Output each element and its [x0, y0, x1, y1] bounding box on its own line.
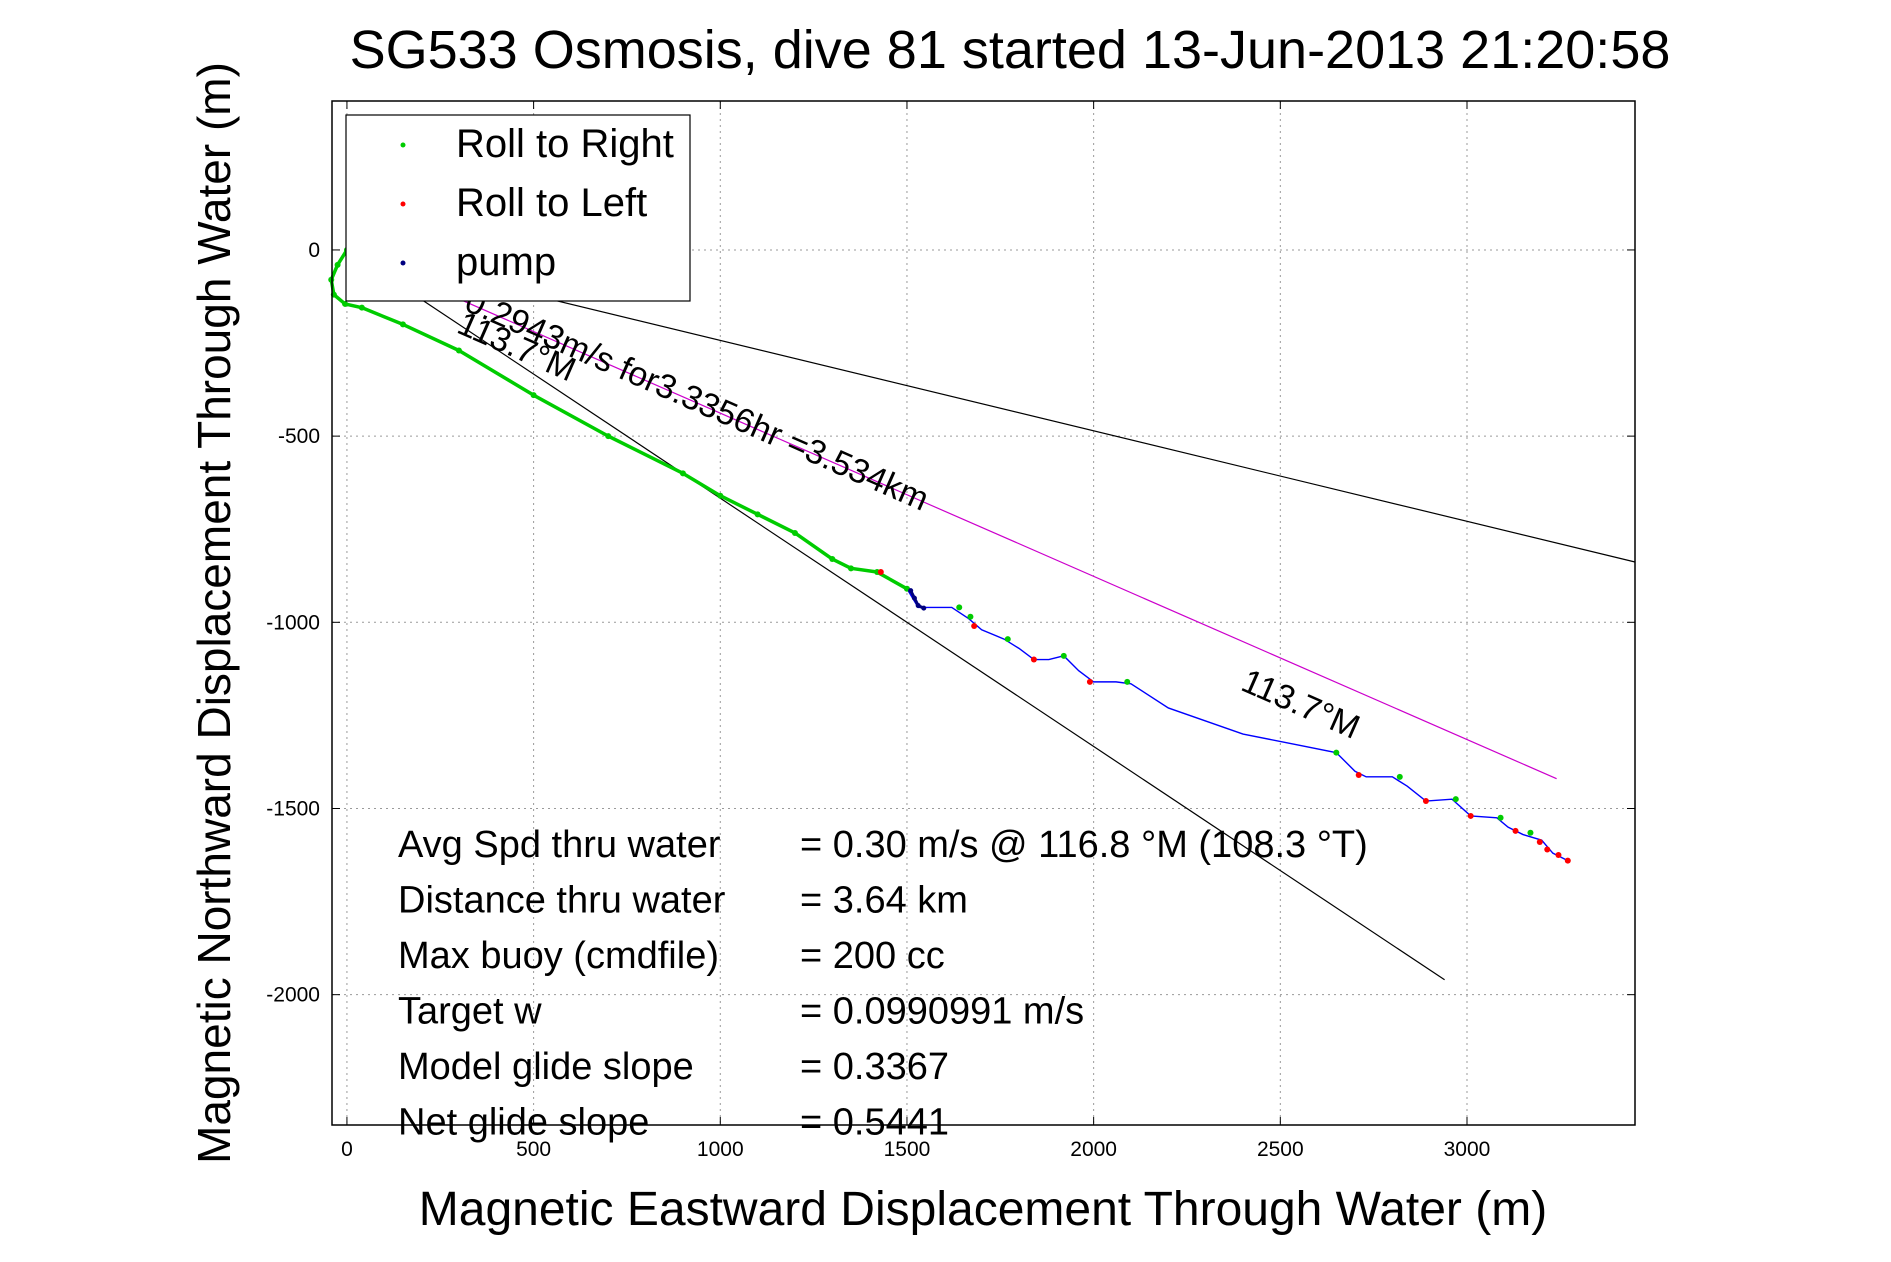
stat-value-0: = 0.30 m/s @ 116.8 °M (108.3 °T)	[800, 824, 1368, 866]
point-roll-to-right-5	[358, 304, 365, 311]
stat-value-2: = 200 cc	[800, 935, 945, 977]
stat-label-4: Model glide slope	[398, 1046, 694, 1088]
point-roll-to-right-9	[605, 433, 612, 440]
stat-label-2: Max buoy (cmdfile)	[398, 935, 719, 977]
x-tick-label-3: 1500	[884, 1138, 931, 1161]
plot-frame	[331, 100, 1636, 1126]
point-roll-to-right-13	[791, 529, 798, 536]
y-tick-label-0: 0	[308, 239, 320, 262]
point-pump-2	[915, 603, 921, 609]
reference-line-0	[346, 249, 1445, 981]
point-roll-to-left-6	[1467, 812, 1474, 819]
stat-value-5: = 0.5441	[800, 1102, 949, 1144]
y-axis-label: Magnetic Northward Displacement Through …	[188, 62, 240, 1164]
point-roll-to-right-21	[1060, 652, 1067, 659]
legend-marker-0	[400, 142, 406, 148]
point-roll-to-left-8	[1536, 839, 1543, 846]
point-pump-0	[908, 588, 914, 594]
stat-label-5: Net glide slope	[398, 1102, 649, 1144]
x-tick-label-4: 2000	[1070, 1138, 1117, 1161]
point-roll-to-right-24	[1396, 773, 1403, 780]
series-layer	[328, 246, 1571, 864]
x-tick-label-1: 500	[516, 1138, 551, 1161]
stat-label-3: Target w	[398, 991, 542, 1033]
x-tick-label-5: 2500	[1257, 1138, 1304, 1161]
point-roll-to-right-20	[1004, 636, 1011, 643]
reference-line-2	[346, 249, 1557, 780]
point-roll-to-left-9	[1544, 846, 1551, 853]
point-roll-to-right-26	[1497, 814, 1504, 821]
legend-entry-0: Roll to Right	[456, 122, 674, 166]
point-roll-to-left-10	[1555, 852, 1562, 859]
point-roll-to-right-10	[679, 470, 686, 477]
stat-value-1: = 3.64 km	[800, 880, 968, 922]
point-roll-to-left-7	[1512, 827, 1519, 834]
point-roll-to-left-4	[1355, 771, 1362, 778]
point-roll-to-right-12	[754, 511, 761, 518]
x-axis-label: Magnetic Eastward Displacement Through W…	[419, 1183, 1547, 1236]
series-line-pump	[909, 589, 925, 610]
point-pump-3	[921, 605, 927, 611]
x-tick-label-2: 1000	[697, 1138, 744, 1161]
point-roll-to-right-6	[399, 321, 406, 328]
legend-entry-2: pump	[456, 240, 556, 284]
point-roll-to-right-23	[1333, 749, 1340, 756]
y-tick-label-1: -500	[278, 425, 320, 448]
stat-value-3: = 0.0990991 m/s	[800, 991, 1084, 1033]
point-roll-to-left-11	[1564, 857, 1571, 864]
legend-entry-1: Roll to Left	[456, 181, 647, 225]
point-roll-to-right-18	[956, 604, 963, 611]
point-roll-to-right-25	[1452, 796, 1459, 803]
stat-label-0: Avg Spd thru water	[398, 824, 721, 866]
stat-label-1: Distance thru water	[398, 880, 726, 922]
point-roll-to-right-14	[829, 556, 836, 563]
legend: Roll to Right Roll to Left pump	[345, 114, 691, 302]
point-roll-to-right-7	[455, 347, 462, 354]
chart-title: SG533 Osmosis, dive 81 started 13-Jun-20…	[350, 20, 1671, 80]
reference-line-1	[346, 249, 1636, 563]
y-tick-label-3: -1500	[266, 797, 320, 820]
point-roll-to-right-11	[717, 492, 724, 499]
reference-lines	[346, 249, 1636, 981]
stat-value-4: = 0.3367	[800, 1046, 949, 1088]
stats-block: Avg Spd thru water = 0.30 m/s @ 116.8 °M …	[398, 824, 1368, 1144]
point-roll-to-right-15	[847, 565, 854, 572]
point-roll-to-left-0	[877, 569, 884, 576]
x-tick-label-6: 3000	[1444, 1138, 1491, 1161]
legend-marker-1	[400, 201, 406, 207]
point-roll-to-right-1	[334, 261, 341, 268]
point-roll-to-right-19	[967, 613, 974, 620]
point-pump-1	[911, 595, 917, 601]
point-roll-to-right-4	[342, 300, 349, 307]
point-roll-to-left-5	[1422, 798, 1429, 805]
point-roll-to-right-22	[1124, 678, 1131, 685]
legend-marker-2	[400, 260, 406, 266]
x-tick-label-0: 0	[341, 1138, 353, 1161]
point-roll-to-left-2	[1030, 656, 1037, 663]
y-tick-label-2: -1000	[266, 611, 320, 634]
x-ticks: 0 500 1000 1500 2000 2500 3000	[341, 101, 1490, 1161]
y-ticks: 0 -500 -1000 -1500 -2000	[266, 239, 1635, 1007]
point-roll-to-right-27	[1527, 829, 1534, 836]
point-roll-to-right-8	[530, 392, 537, 399]
point-roll-to-left-1	[971, 623, 978, 630]
y-tick-label-4: -2000	[266, 984, 320, 1007]
point-roll-to-left-3	[1086, 678, 1093, 685]
